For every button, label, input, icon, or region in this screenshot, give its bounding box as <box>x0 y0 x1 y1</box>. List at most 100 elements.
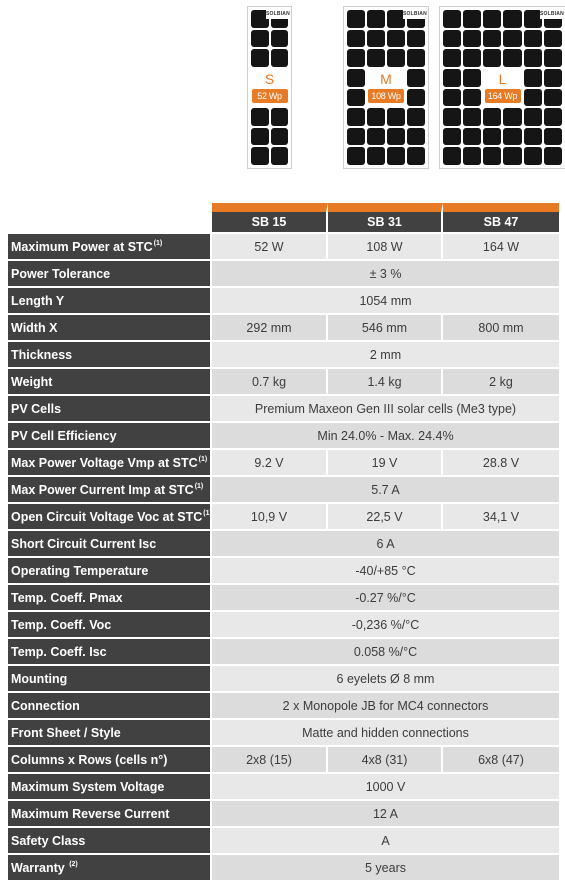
table-row: Temp. Coeff. Pmax -0.27 %/°C <box>8 583 559 610</box>
row-value: Matte and hidden connections <box>212 718 559 745</box>
solar-cell <box>367 147 385 165</box>
row-value: 12 A <box>212 799 559 826</box>
solar-panel-s: SOLBIAN S 52 Wp <box>247 6 292 169</box>
row-label: Mounting <box>8 664 212 691</box>
solar-cell <box>463 88 482 107</box>
row-label-text: PV Cells <box>11 401 62 416</box>
solar-cell <box>270 108 288 126</box>
row-label-text: Temp. Coeff. Isc <box>11 644 107 659</box>
brand-logo: SOLBIAN <box>403 10 427 19</box>
solar-cell <box>443 68 462 87</box>
spec-body: Maximum Power at STC(1) 52 W 108 W 164 W Pow… <box>8 232 559 880</box>
table-row: Max Power Voltage Vmp at STC(1) 9.2 V 19 V… <box>8 448 559 475</box>
row-label: Temp. Coeff. Pmax <box>8 583 212 610</box>
spec-table: SB 15 SB 31 SB 47 Maximum Power at STC(1… <box>8 203 559 880</box>
row-value: Premium Maxeon Gen III solar cells (Me3 … <box>212 394 559 421</box>
row-label-text: Thickness <box>11 347 73 362</box>
table-row: Columns x Rows (cells n°) 2x8 (15) 4x8 (31… <box>8 745 559 772</box>
solar-cell <box>523 29 542 48</box>
solar-cell <box>523 68 542 87</box>
solar-cell <box>347 49 365 67</box>
footnote-ref: (1) <box>153 240 163 248</box>
solar-cell <box>463 10 482 28</box>
solar-cell <box>367 108 385 126</box>
solar-cell <box>407 127 425 146</box>
header-sb31: SB 31 <box>328 203 443 232</box>
table-row: Width X 292 mm 546 mm 800 mm <box>8 313 559 340</box>
row-value: Min 24.0% - Max. 24.4% <box>212 421 559 448</box>
row-label-text: Maximum System Voltage <box>11 779 165 794</box>
solar-cell <box>407 68 425 87</box>
solar-cell <box>543 68 562 87</box>
header-sb15: SB 15 <box>212 203 328 232</box>
solar-cell <box>543 127 562 146</box>
solar-panel-l: SOLBIAN L 164 Wp <box>439 6 565 169</box>
header-row: SB 15 SB 31 SB 47 <box>8 203 559 232</box>
table-row: Open Circuit Voltage Voc at STC(1) 10,9 V… <box>8 502 559 529</box>
table-row: Warranty (2) 5 years <box>8 853 559 880</box>
solar-cell <box>251 49 269 67</box>
row-label-text: Maximum Reverse Current <box>11 806 170 821</box>
solar-cell <box>347 108 365 126</box>
row-value: 19 V <box>328 448 443 475</box>
row-value: 800 mm <box>443 313 559 340</box>
row-label-text: Temp. Coeff. Voc <box>11 617 112 632</box>
solar-cell <box>503 147 522 165</box>
solar-cell <box>463 108 482 126</box>
table-row: Safety Class A <box>8 826 559 853</box>
solar-cell <box>463 29 482 48</box>
footnote-ref: (1) <box>203 510 212 518</box>
row-value: 164 W <box>443 232 559 259</box>
solar-cell <box>251 127 269 146</box>
solar-cell <box>387 49 405 67</box>
row-value: 0.058 %/°C <box>212 637 559 664</box>
size-letter: L <box>498 70 507 87</box>
solar-cell <box>270 29 288 48</box>
row-value: 292 mm <box>212 313 328 340</box>
solar-cell <box>347 29 365 48</box>
table-row: Max Power Current Imp at STC(1) 5.7 A <box>8 475 559 502</box>
row-label: PV Cell Efficiency <box>8 421 212 448</box>
row-label: Operating Temperature <box>8 556 212 583</box>
row-value: 6x8 (47) <box>443 745 559 772</box>
row-value: A <box>212 826 559 853</box>
table-row: PV Cells Premium Maxeon Gen III solar cel… <box>8 394 559 421</box>
solar-cell <box>347 127 365 146</box>
solar-cell <box>543 49 562 67</box>
solar-cell <box>407 49 425 67</box>
solar-cell <box>523 88 542 107</box>
row-value: 546 mm <box>328 313 443 340</box>
solar-cell <box>503 127 522 146</box>
solar-cell <box>503 49 522 67</box>
solar-cell <box>347 10 365 28</box>
row-label-text: Open Circuit Voltage Voc at STC <box>11 509 203 524</box>
table-row: Maximum Reverse Current 12 A <box>8 799 559 826</box>
solar-cell <box>483 10 502 28</box>
solar-cell <box>443 10 462 28</box>
solar-cell <box>483 29 502 48</box>
solar-cell <box>407 29 425 48</box>
solar-cell <box>463 49 482 67</box>
solar-cell <box>543 88 562 107</box>
row-label-text: Power Tolerance <box>11 266 111 281</box>
row-label: Safety Class <box>8 826 212 853</box>
size-letter: S <box>264 70 275 87</box>
table-row: Front Sheet / Style Matte and hidden conn… <box>8 718 559 745</box>
row-value: 52 W <box>212 232 328 259</box>
row-label-text: Temp. Coeff. Pmax <box>11 590 123 605</box>
size-badge: S 52 Wp <box>249 68 290 107</box>
power-rating: 108 Wp <box>368 88 404 103</box>
row-value: 22,5 V <box>328 502 443 529</box>
row-label-text: Connection <box>11 698 80 713</box>
solar-cell <box>367 29 385 48</box>
solar-cell <box>347 68 365 87</box>
row-value: 5 years <box>212 853 559 880</box>
row-value: 1054 mm <box>212 286 559 313</box>
solar-cell <box>251 10 269 28</box>
solar-cell <box>270 147 288 165</box>
row-label: Width X <box>8 313 212 340</box>
row-label-text: Weight <box>11 374 53 389</box>
row-label-text: Short Circuit Current Isc <box>11 536 157 551</box>
solar-cell <box>443 127 462 146</box>
brand-logo: SOLBIAN <box>540 10 564 19</box>
